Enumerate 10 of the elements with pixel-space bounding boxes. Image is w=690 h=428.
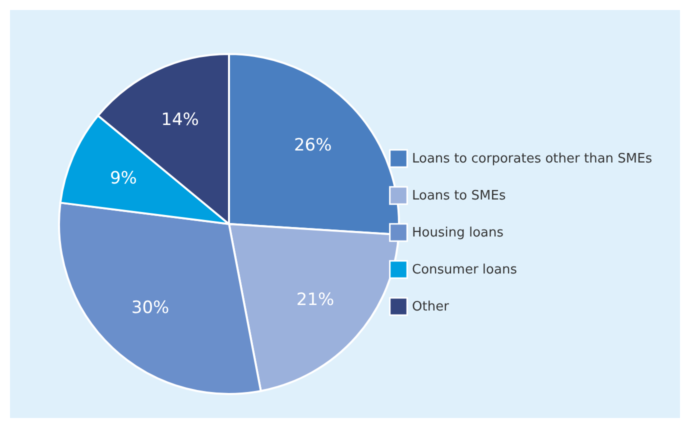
data-label: 26% bbox=[294, 135, 332, 156]
data-label: 30% bbox=[131, 298, 170, 318]
legend-label: Consumer loans bbox=[412, 262, 518, 278]
legend-label: Housing loans bbox=[412, 226, 504, 240]
data-label: 9% bbox=[110, 168, 137, 188]
data-label: 21% bbox=[296, 290, 334, 310]
legend-label: Other bbox=[412, 300, 450, 314]
data-label: 14% bbox=[161, 110, 199, 130]
legend-label: Loans to SMEs bbox=[412, 188, 506, 204]
legend-label: Loans to corporates other than SMEs bbox=[412, 152, 652, 166]
